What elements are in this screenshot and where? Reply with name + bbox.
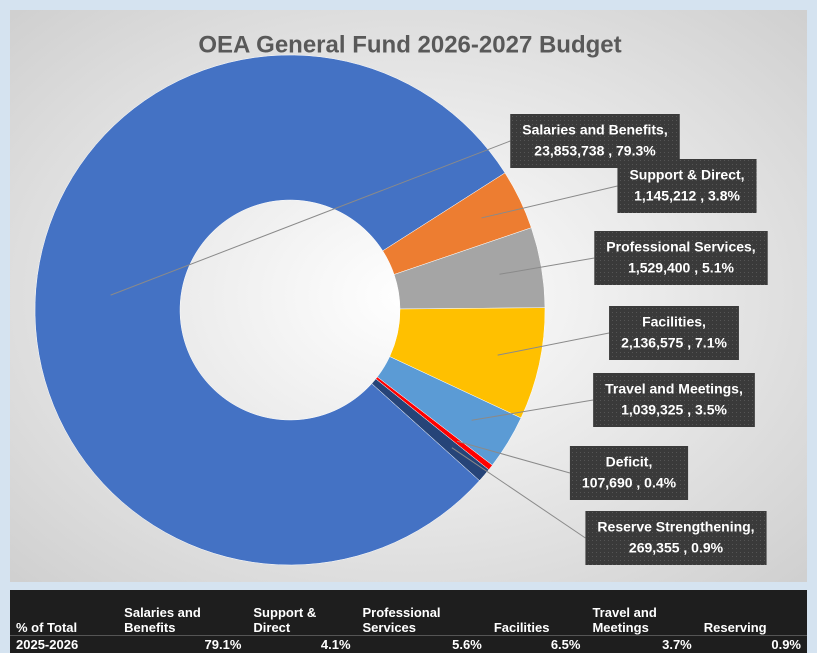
- table-cell: 79.1%: [204, 637, 242, 652]
- chart-title: OEA General Fund 2026-2027 Budget: [198, 31, 621, 58]
- label-category: Travel and Meetings,: [605, 381, 743, 397]
- label-box: [569, 446, 689, 500]
- leader-line: [499, 257, 595, 275]
- data-label: Professional Services, 1,529,400 , 5.1%: [594, 231, 768, 285]
- label-box: [585, 511, 767, 565]
- table-cell: 4.1%: [320, 637, 351, 652]
- table-cell: 5.6%: [452, 637, 482, 652]
- table-cell: 3.7%: [662, 637, 692, 652]
- table-cell: % of Total: [10, 590, 119, 636]
- label-value: 1,529,400 , 5.1%: [628, 260, 734, 276]
- donut-slice: [34, 54, 506, 566]
- label-category: Support & Direct,: [629, 167, 744, 183]
- summary-table: % of Total Salaries and Benefits Support &…: [10, 590, 807, 653]
- label-category: Reserve Strengthening,: [597, 519, 754, 535]
- table-row: 2025-2026 79.1% 4.1% 5.6% 6.5% 3.7% 0.9%: [10, 636, 807, 653]
- leader-line: [481, 185, 618, 219]
- label-box: [593, 373, 755, 427]
- table-cell: Support & Direct: [247, 590, 357, 636]
- table-cell: Salaries and Benefits: [118, 590, 248, 636]
- leader-line: [457, 440, 571, 474]
- table-cell: Reserving: [697, 590, 807, 636]
- leader-line: [451, 447, 586, 539]
- leader-line: [497, 332, 610, 356]
- table-row: % of Total Salaries and Benefits Support &…: [10, 590, 807, 636]
- leader-line: [110, 140, 511, 296]
- label-value: 1,145,212 , 3.8%: [634, 188, 740, 204]
- donut-slice: [371, 378, 490, 481]
- label-category: Facilities,: [642, 314, 706, 330]
- data-label: Travel and Meetings, 1,039,325 , 3.5%: [593, 373, 755, 427]
- data-label: Facilities, 2,136,575 , 7.1%: [609, 306, 739, 360]
- table-cell: Travel and Meetings: [586, 590, 698, 636]
- data-label: Support & Direct, 1,145,212 , 3.8%: [617, 159, 757, 213]
- table-cell: Facilities: [487, 590, 587, 636]
- label-box: [609, 306, 739, 360]
- label-value: 1,039,325 , 3.5%: [621, 402, 727, 418]
- table-cell: 6.5%: [550, 637, 581, 652]
- data-label: Deficit, 107,690 , 0.4%: [569, 446, 689, 500]
- table-cell: Professional Services: [356, 590, 488, 636]
- label-category: Professional Services,: [606, 239, 755, 255]
- table-cell: 0.9%: [771, 637, 801, 652]
- label-box: [617, 159, 757, 213]
- chart: OEA General Fund 2026-2027 Budget Salari…: [10, 10, 807, 582]
- table-cell: 2025-2026: [16, 637, 79, 652]
- label-box: [594, 231, 768, 285]
- label-category: Salaries and Benefits,: [522, 122, 668, 138]
- label-category: Deficit,: [606, 454, 653, 470]
- leader-line: [471, 399, 594, 421]
- label-value: 269,355 , 0.9%: [629, 540, 724, 556]
- data-label: Reserve Strengthening, 269,355 , 0.9%: [585, 511, 767, 565]
- label-value: 23,853,738 , 79.3%: [534, 143, 656, 159]
- label-value: 107,690 , 0.4%: [582, 475, 677, 491]
- label-value: 2,136,575 , 7.1%: [621, 335, 727, 351]
